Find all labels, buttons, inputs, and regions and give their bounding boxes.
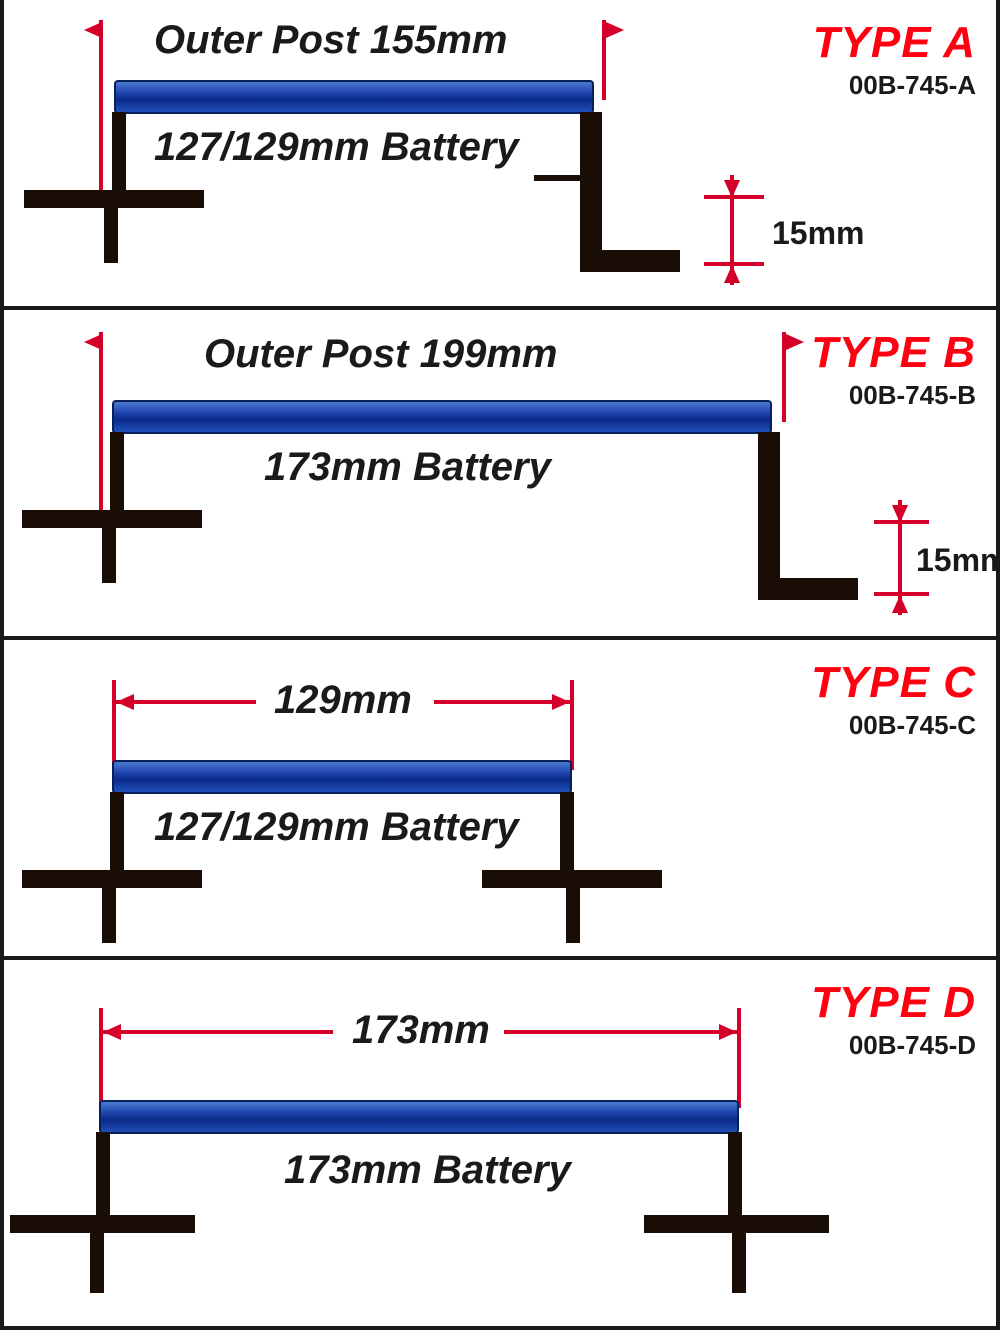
left-post bbox=[112, 112, 126, 202]
width-label: 173mm bbox=[352, 1008, 490, 1053]
blue-bar bbox=[112, 400, 772, 434]
battery-label: 173mm Battery bbox=[264, 445, 551, 490]
left-foot bbox=[22, 510, 202, 528]
dim-tick-right bbox=[737, 1008, 741, 1108]
part-number: 00B-745-B bbox=[849, 380, 976, 411]
dim-hline-right bbox=[504, 1030, 737, 1034]
right-drop-foot bbox=[580, 250, 680, 272]
dim-tick-left bbox=[99, 1008, 103, 1108]
dim-hline-right bbox=[434, 700, 570, 704]
panel-type-a: TYPE A 00B-745-A Outer Post 155mm 127/12… bbox=[0, 0, 1000, 310]
battery-label: 173mm Battery bbox=[284, 1148, 571, 1193]
right-drop-post bbox=[580, 112, 602, 262]
type-label: TYPE D bbox=[811, 978, 976, 1028]
arrow-up-icon bbox=[724, 265, 740, 283]
dim-hline-left bbox=[116, 700, 256, 704]
battery-label: 127/129mm Battery bbox=[154, 125, 519, 170]
arrow-right-icon bbox=[606, 22, 624, 38]
arrow-right-icon bbox=[719, 1024, 737, 1040]
arrow-right-icon bbox=[552, 694, 570, 710]
panel-type-b: TYPE B 00B-745-B Outer Post 199mm 173mm … bbox=[0, 310, 1000, 640]
arrow-left-icon bbox=[116, 694, 134, 710]
arrow-down-icon bbox=[724, 180, 740, 198]
left-foot-stem bbox=[90, 1233, 104, 1293]
arrow-up-icon bbox=[892, 595, 908, 613]
drop-label: 15mm bbox=[772, 215, 865, 252]
left-foot-stem bbox=[104, 208, 118, 263]
arrow-left-icon bbox=[84, 22, 102, 38]
right-drop-foot bbox=[758, 578, 858, 600]
dim-hline-left bbox=[103, 1030, 333, 1034]
dim-tick-left bbox=[99, 20, 103, 190]
part-number: 00B-745-A bbox=[849, 70, 976, 101]
part-number: 00B-745-D bbox=[849, 1030, 976, 1061]
right-post bbox=[728, 1132, 742, 1227]
type-label: TYPE C bbox=[811, 658, 976, 708]
right-foot bbox=[482, 870, 662, 888]
blue-bar bbox=[99, 1100, 739, 1134]
left-foot-stem bbox=[102, 888, 116, 943]
right-foot bbox=[644, 1215, 829, 1233]
left-post bbox=[110, 432, 124, 522]
right-drop-post bbox=[758, 432, 780, 592]
arrow-left-icon bbox=[84, 334, 102, 350]
blue-bar bbox=[112, 760, 572, 794]
arrow-right-icon bbox=[786, 334, 804, 350]
right-post bbox=[560, 792, 574, 882]
arrow-down-icon bbox=[892, 505, 908, 523]
right-foot-stem bbox=[566, 888, 580, 943]
panel-type-d: TYPE D 00B-745-D 173mm 173mm Battery bbox=[0, 960, 1000, 1330]
type-label: TYPE B bbox=[811, 328, 976, 378]
type-label: TYPE A bbox=[813, 18, 976, 68]
dim-tick-left bbox=[99, 332, 103, 512]
left-foot-stem bbox=[102, 528, 116, 583]
arrow-left-icon bbox=[103, 1024, 121, 1040]
right-tick bbox=[534, 175, 580, 181]
left-post bbox=[110, 792, 124, 882]
battery-label: 127/129mm Battery bbox=[154, 805, 519, 850]
panel-type-c: TYPE C 00B-745-C 129mm 127/129mm Battery bbox=[0, 640, 1000, 960]
dim-tick-right bbox=[570, 680, 574, 770]
left-foot bbox=[10, 1215, 195, 1233]
width-label: 129mm bbox=[274, 678, 412, 723]
left-foot bbox=[22, 870, 202, 888]
drop-label: 15mm bbox=[916, 542, 1000, 579]
right-foot-stem bbox=[732, 1233, 746, 1293]
outer-post-label: Outer Post 155mm bbox=[154, 18, 507, 63]
left-post bbox=[96, 1132, 110, 1227]
blue-bar bbox=[114, 80, 594, 114]
outer-post-label: Outer Post 199mm bbox=[204, 332, 557, 377]
part-number: 00B-745-C bbox=[849, 710, 976, 741]
left-foot bbox=[24, 190, 204, 208]
